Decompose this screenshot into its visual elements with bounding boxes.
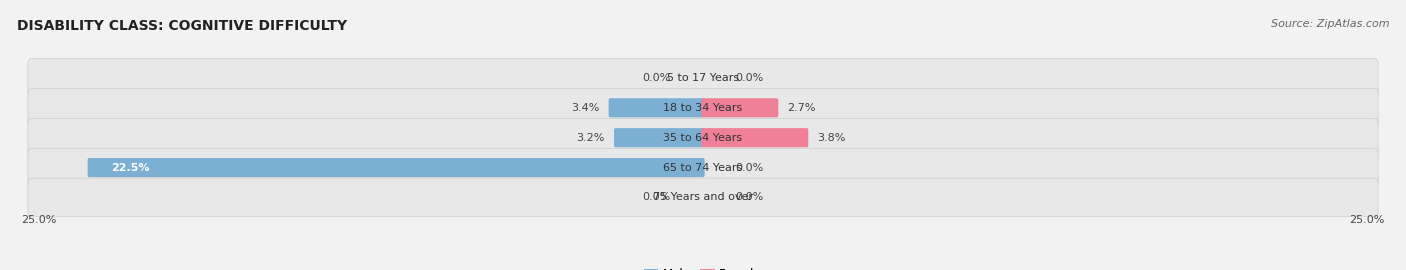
Text: 22.5%: 22.5%: [111, 163, 149, 173]
FancyBboxPatch shape: [28, 119, 1378, 157]
Text: 0.0%: 0.0%: [643, 193, 671, 202]
FancyBboxPatch shape: [28, 148, 1378, 187]
Text: 35 to 64 Years: 35 to 64 Years: [664, 133, 742, 143]
Text: 18 to 34 Years: 18 to 34 Years: [664, 103, 742, 113]
Text: 0.0%: 0.0%: [643, 73, 671, 83]
FancyBboxPatch shape: [702, 98, 779, 117]
Legend: Male, Female: Male, Female: [640, 263, 766, 270]
Text: 3.4%: 3.4%: [571, 103, 599, 113]
Text: 75 Years and over: 75 Years and over: [652, 193, 754, 202]
Text: DISABILITY CLASS: COGNITIVE DIFFICULTY: DISABILITY CLASS: COGNITIVE DIFFICULTY: [17, 19, 347, 33]
FancyBboxPatch shape: [614, 128, 704, 147]
FancyBboxPatch shape: [702, 128, 808, 147]
Text: 0.0%: 0.0%: [735, 193, 763, 202]
Text: 65 to 74 Years: 65 to 74 Years: [664, 163, 742, 173]
FancyBboxPatch shape: [28, 89, 1378, 127]
Text: 25.0%: 25.0%: [1350, 215, 1385, 225]
FancyBboxPatch shape: [28, 178, 1378, 217]
FancyBboxPatch shape: [28, 59, 1378, 97]
Text: 3.8%: 3.8%: [817, 133, 846, 143]
Text: 5 to 17 Years: 5 to 17 Years: [666, 73, 740, 83]
Text: 25.0%: 25.0%: [21, 215, 56, 225]
Text: 2.7%: 2.7%: [787, 103, 815, 113]
Text: Source: ZipAtlas.com: Source: ZipAtlas.com: [1271, 19, 1389, 29]
Text: 0.0%: 0.0%: [735, 163, 763, 173]
FancyBboxPatch shape: [87, 158, 704, 177]
FancyBboxPatch shape: [609, 98, 704, 117]
Text: 3.2%: 3.2%: [576, 133, 605, 143]
Text: 0.0%: 0.0%: [735, 73, 763, 83]
